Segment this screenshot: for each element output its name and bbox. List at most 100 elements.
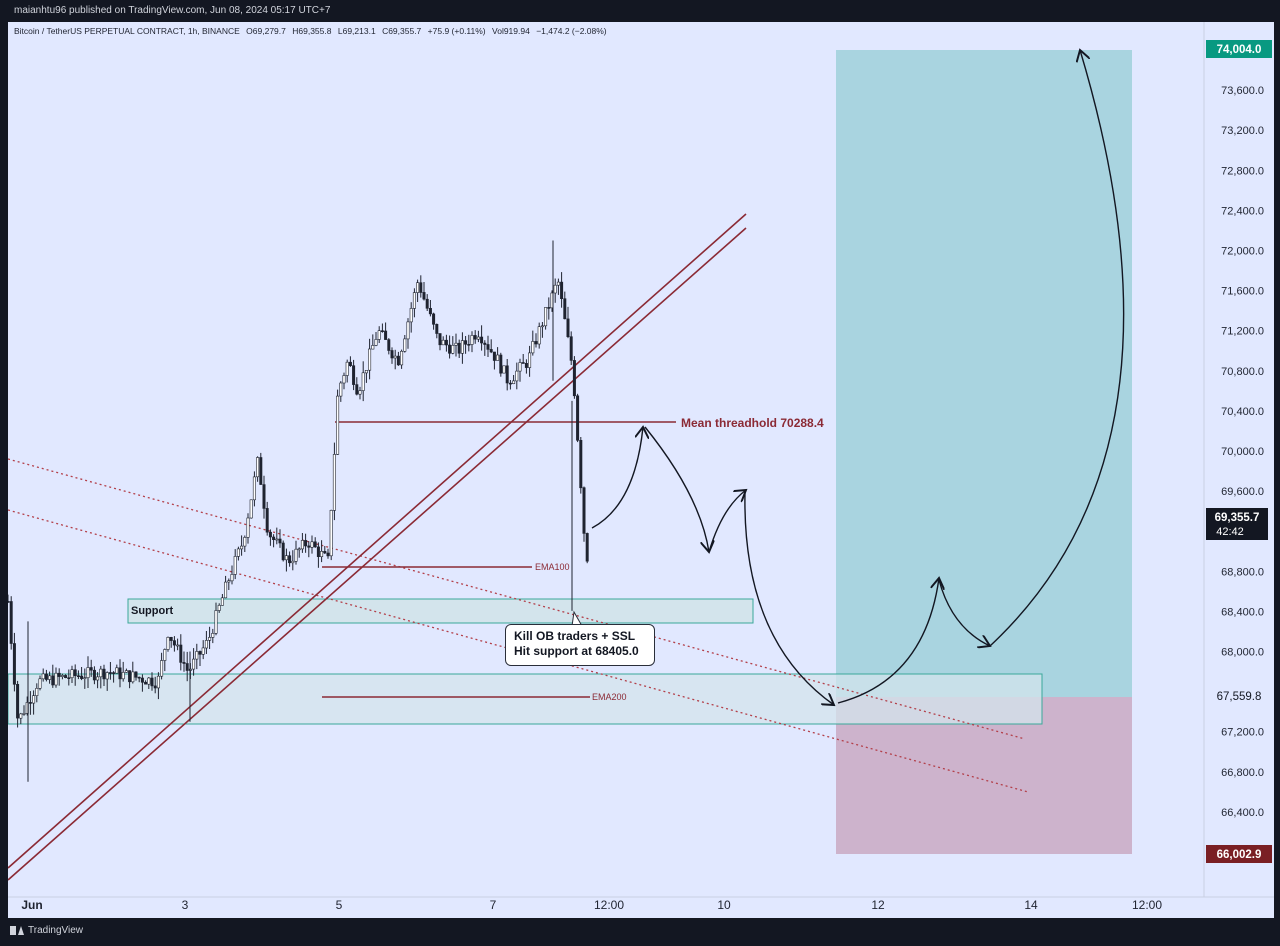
time-tick: 12:00 xyxy=(594,898,624,912)
candle-body xyxy=(169,636,173,641)
candle-body xyxy=(28,702,32,704)
price-axis[interactable]: 73,600.0 73,200.0 72,800.0 72,400.0 72,000.0… xyxy=(1221,85,1264,819)
candle-body xyxy=(566,318,570,337)
candle-body xyxy=(323,550,327,554)
projection-arrow-1[interactable] xyxy=(591,427,643,529)
target-price-badge xyxy=(1206,40,1272,58)
candle-body xyxy=(444,339,448,346)
candle-body xyxy=(19,713,23,719)
candle-body xyxy=(300,540,304,550)
candle-body xyxy=(208,637,212,641)
candle-body xyxy=(70,669,74,679)
candle-body xyxy=(384,330,388,340)
candle-body xyxy=(89,667,93,671)
candle-body xyxy=(556,281,560,286)
time-axis[interactable]: Jun 3 5 7 12:00 10 12 14 12:00 xyxy=(21,898,1162,912)
candle-body xyxy=(467,343,471,346)
candle-body xyxy=(499,354,503,374)
candle-body xyxy=(310,541,314,548)
candle-body xyxy=(156,675,160,689)
channel-upper-line[interactable] xyxy=(8,458,1026,740)
time-tick: 10 xyxy=(717,898,731,912)
target-zone[interactable] xyxy=(836,50,1132,697)
candle-body xyxy=(172,640,176,646)
projection-arrow-5[interactable] xyxy=(837,578,939,704)
footer-bar xyxy=(0,920,1280,946)
candle-body xyxy=(256,457,260,478)
candle-body xyxy=(236,548,240,557)
countdown-text: 42:42 xyxy=(1216,526,1244,538)
time-tick: 7 xyxy=(490,898,497,912)
candle-body xyxy=(576,395,580,441)
candle-body xyxy=(179,644,183,663)
projection-arrow-4[interactable] xyxy=(744,491,834,705)
candle-body xyxy=(60,675,64,677)
candle-body xyxy=(518,362,522,372)
candle-body xyxy=(150,677,154,687)
trendline-upper[interactable] xyxy=(8,213,747,869)
price-tick: 70,400.0 xyxy=(1221,406,1264,418)
candle-body xyxy=(342,375,346,384)
candle-body xyxy=(112,672,116,674)
candle-body xyxy=(582,487,586,534)
candle-body xyxy=(294,548,298,562)
candle-body xyxy=(291,560,295,564)
tradingview-logo[interactable]: TradingView xyxy=(10,925,83,936)
candle-body xyxy=(515,370,519,382)
price-tick: 72,800.0 xyxy=(1221,165,1264,177)
candle-body xyxy=(348,361,352,367)
candle-body xyxy=(160,660,164,677)
candle-body xyxy=(230,574,234,582)
candle-body xyxy=(96,676,100,681)
candle-body xyxy=(380,330,384,333)
candle-body xyxy=(569,336,573,361)
price-tick: 66,800.0 xyxy=(1221,767,1264,779)
candle-body xyxy=(489,349,493,353)
candle-body xyxy=(512,380,516,384)
candle-body xyxy=(163,649,167,661)
price-tick: 71,600.0 xyxy=(1221,286,1264,298)
projection-arrow-2[interactable] xyxy=(644,426,709,552)
candle-body xyxy=(454,342,458,346)
entry-price-badge xyxy=(1206,687,1268,705)
price-tick: 67,200.0 xyxy=(1221,727,1264,739)
candle-body xyxy=(22,713,26,715)
candle-body xyxy=(140,677,144,683)
volume-value: Vol919.94 xyxy=(492,26,530,36)
trendline-lower[interactable] xyxy=(8,227,747,881)
price-tick: 68,800.0 xyxy=(1221,566,1264,578)
projection-arrow-6[interactable] xyxy=(938,579,990,646)
candle-body xyxy=(441,339,445,346)
candle-body xyxy=(124,670,128,673)
candle-body xyxy=(419,282,423,293)
ema100-label: EMA100 xyxy=(535,562,570,572)
symbol-legend[interactable]: Bitcoin / TetherUS PERPETUAL CONTRACT, 1… xyxy=(14,26,611,36)
support-zone-upper[interactable] xyxy=(127,598,754,624)
price-tick: 70,000.0 xyxy=(1221,446,1264,458)
candle-body xyxy=(540,325,544,328)
candle-body xyxy=(403,338,407,352)
candlestick-series[interactable] xyxy=(7,240,589,782)
channel-lower-line[interactable] xyxy=(8,509,1029,793)
price-tick: 70,800.0 xyxy=(1221,366,1264,378)
projection-arrow-7[interactable] xyxy=(989,50,1125,647)
candle-body xyxy=(41,673,45,680)
candle-body xyxy=(195,651,199,660)
candle-body xyxy=(406,321,410,340)
candle-body xyxy=(508,382,512,385)
candle-body xyxy=(118,667,122,680)
candle-body xyxy=(249,499,253,519)
candle-body xyxy=(393,355,397,359)
projection-arrow-3[interactable] xyxy=(708,490,746,553)
candle-body xyxy=(374,339,378,346)
candle-body xyxy=(579,439,583,489)
candle-body xyxy=(460,340,464,354)
candle-body xyxy=(105,672,109,680)
price-tick: 69,600.0 xyxy=(1221,486,1264,498)
high-value: H69,355.8 xyxy=(292,26,332,36)
candle-body xyxy=(572,360,576,397)
annotation-note[interactable]: Kill OB traders + SSL Hit support at 684… xyxy=(505,624,655,666)
candle-body xyxy=(496,354,500,361)
support-zone-lower[interactable] xyxy=(8,673,1043,725)
